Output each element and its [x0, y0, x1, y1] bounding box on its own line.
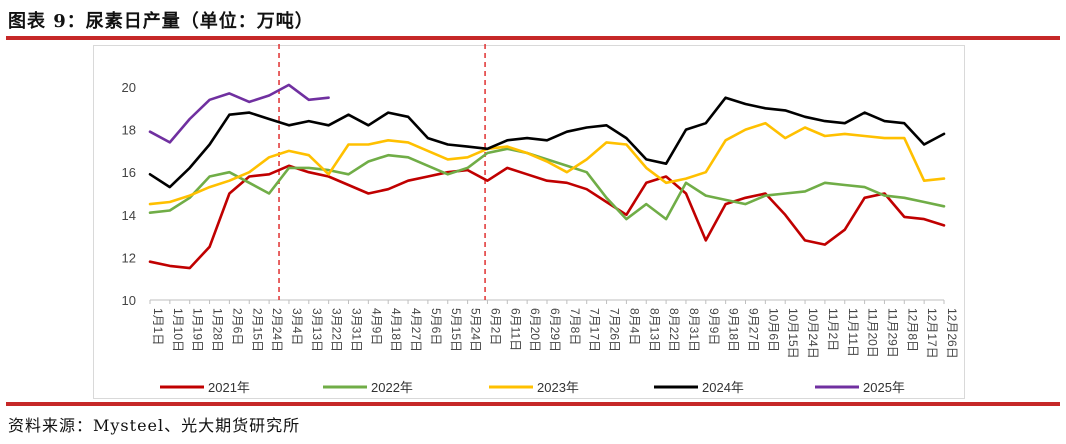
y-tick-label: 20: [122, 80, 136, 95]
x-tick-label: 3月13日: [310, 308, 324, 352]
x-tick-label: 7月17日: [588, 308, 602, 352]
x-tick-label: 9月27日: [747, 308, 761, 352]
x-tick-label: 1月19日: [191, 308, 205, 352]
x-tick-label: 3月22日: [330, 308, 344, 352]
x-tick-label: 4月9日: [369, 308, 383, 345]
x-tick-label: 3月4日: [290, 308, 304, 345]
reference-lines: [278, 44, 486, 300]
legend-label: 2024年: [702, 380, 744, 395]
y-tick-label: 18: [122, 123, 136, 138]
y-tick-label: 12: [122, 250, 136, 265]
x-tick-label: 4月27日: [409, 308, 423, 352]
x-tick-label: 9月18日: [727, 308, 741, 352]
series-lines: [148, 83, 946, 270]
y-tick-label: 16: [122, 165, 136, 180]
legend-label: 2022年: [371, 380, 413, 395]
x-tick-label: 11月29日: [885, 308, 899, 358]
source-note: 资料来源：Mysteel、光大期货研究所: [8, 416, 301, 435]
x-tick-label: 5月6日: [429, 308, 443, 345]
chart-title: 图表 9：尿素日产量（单位：万吨）: [8, 11, 314, 32]
bottom-rule: [6, 402, 1060, 406]
x-tick-label: 12月17日: [925, 308, 939, 359]
x-tick-label: 10月15日: [786, 308, 800, 359]
x-tick-label: 4月18日: [389, 308, 403, 352]
series-line-2025年: [148, 83, 330, 144]
x-tick-label: 6月2日: [488, 308, 502, 345]
x-tick-label: 12月8日: [905, 308, 919, 352]
x-tick-label: 7月8日: [568, 308, 582, 345]
x-tick-label: 6月20日: [528, 308, 542, 352]
y-tick-label: 10: [122, 293, 136, 308]
series-line-2021年: [148, 164, 946, 270]
x-tick-label: 11月11日: [846, 308, 860, 357]
legend-label: 2021年: [208, 380, 250, 395]
legend: 2021年 2022年 2023年 2024年 2025年: [160, 380, 905, 395]
x-tick-label: 11月20日: [866, 308, 880, 358]
series-line-2023年: [148, 121, 946, 206]
x-tick-label: 1月28日: [211, 308, 225, 352]
x-tick-label: 6月29日: [548, 308, 562, 352]
legend-label: 2023年: [537, 380, 579, 395]
x-tick-label: 7月26日: [608, 308, 622, 352]
x-tick-label: 9月9日: [707, 308, 721, 345]
x-tick-label: 2月6日: [230, 308, 244, 345]
x-tick-label: 8月4日: [627, 308, 641, 345]
x-tick-label: 2月24日: [270, 308, 284, 352]
x-tick-label: 10月6日: [766, 308, 780, 352]
x-tick-label: 6月11日: [508, 308, 522, 351]
x-tick-label: 8月31日: [687, 308, 701, 352]
x-tick-label: 1月1日: [151, 308, 165, 345]
series-line-2024年: [148, 96, 946, 189]
title-underline: [6, 36, 1060, 40]
y-axis-ticks: 10 12 14 16 18 20: [122, 80, 136, 308]
series-line-2022年: [148, 147, 946, 221]
x-tick-label: 10月24日: [806, 308, 820, 359]
x-axis: 1月1日 1月10日 1月19日 1月28日 2月6日 2月15日 2月24日 3月4日 3月1…: [149, 299, 959, 359]
x-tick-label: 1月10日: [171, 308, 185, 352]
chart-frame: [93, 45, 965, 399]
x-tick-label: 2月15日: [250, 308, 264, 352]
x-tick-label: 8月22日: [667, 308, 681, 352]
legend-label: 2025年: [863, 380, 905, 395]
y-tick-label: 14: [122, 208, 136, 223]
x-tick-label: 5月24日: [469, 308, 483, 352]
x-tick-label: 11月2日: [826, 308, 840, 351]
x-tick-label: 8月13日: [647, 308, 661, 352]
x-tick-label: 3月31日: [350, 308, 364, 352]
x-tick-label: 12月26日: [945, 308, 959, 359]
x-tick-label: 5月15日: [449, 308, 463, 352]
